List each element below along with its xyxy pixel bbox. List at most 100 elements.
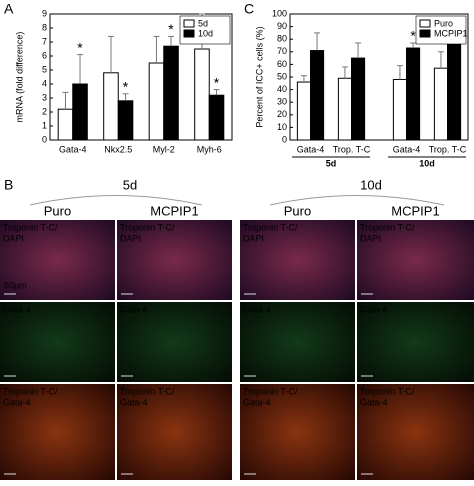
bar — [163, 45, 179, 141]
condition-label: Puro — [284, 203, 311, 218]
y-tick-label: 7 — [42, 36, 47, 46]
y-tick-label: 1 — [42, 120, 47, 130]
bar — [148, 62, 165, 141]
significance-marker: * — [123, 79, 129, 95]
bar — [392, 79, 408, 141]
micrograph — [240, 220, 355, 300]
stain-label: Gata-4 — [3, 397, 31, 407]
significance-marker: * — [168, 21, 174, 37]
micrograph — [240, 384, 355, 480]
stain-label: Gata-4 — [360, 304, 388, 314]
bar — [351, 57, 366, 141]
stain-label: Troponin T-C/ — [3, 222, 58, 232]
y-tick-label: 0 — [42, 134, 47, 144]
stain-label: Troponin T-C/ — [120, 386, 175, 396]
y-tick-label: 10 — [277, 122, 287, 132]
x-tick-label: Gata-4 — [59, 144, 87, 154]
bar — [57, 108, 74, 141]
panel-label: A — [4, 1, 14, 17]
stain-label: Gata-4 — [3, 304, 31, 314]
bar — [433, 67, 449, 141]
bar — [208, 94, 225, 141]
legend-swatch — [183, 19, 195, 28]
y-tick-label: 5 — [42, 64, 47, 74]
legend-label: MCPIP1 — [434, 28, 468, 38]
bar — [103, 72, 119, 141]
x-tick-label: Myh-6 — [197, 144, 222, 154]
bracket-arc — [269, 195, 445, 206]
micrograph — [0, 384, 115, 480]
y-axis-label: mRNA (fold difference) — [14, 32, 24, 123]
bar — [72, 83, 88, 141]
stain-label: DAPI — [243, 233, 264, 243]
micrograph — [0, 302, 115, 382]
y-tick-label: 40 — [277, 84, 287, 94]
y-tick-label: 8 — [42, 22, 47, 32]
x-tick-label: Trop. T-C — [333, 144, 371, 154]
y-tick-label: 2 — [42, 106, 47, 116]
micrograph — [357, 384, 474, 480]
panel-label: B — [4, 177, 13, 193]
x-tick-label: Myl-2 — [153, 144, 175, 154]
legend-label: Puro — [434, 18, 453, 28]
timepoint-label: 10d — [360, 177, 382, 192]
micrograph — [117, 220, 232, 300]
x-tick-label: Gata-4 — [297, 144, 325, 154]
bar — [447, 38, 462, 141]
legend-swatch — [183, 29, 195, 38]
bar — [406, 47, 421, 141]
stain-label: Gata-4 — [120, 397, 148, 407]
condition-label: Puro — [44, 203, 71, 218]
y-axis-label: Percent of ICC+ cells (%) — [254, 26, 264, 127]
stain-label: Troponin T-C/ — [243, 386, 298, 396]
plot-frame — [49, 13, 233, 141]
stain-label: DAPI — [120, 233, 141, 243]
stain-label: Gata-4 — [120, 304, 148, 314]
group-label: 10d — [419, 158, 435, 168]
group-label: 5d — [326, 158, 337, 168]
significance-marker: * — [410, 28, 416, 44]
y-tick-label: 100 — [272, 8, 287, 18]
y-tick-label: 80 — [277, 34, 287, 44]
micrograph — [240, 302, 355, 382]
y-tick-label: 6 — [42, 50, 47, 60]
bar — [337, 77, 353, 141]
stain-label: Troponin T-C/ — [243, 222, 298, 232]
bracket-arc — [29, 195, 203, 206]
bar — [194, 48, 210, 141]
x-tick-label: Trop. T-C — [429, 144, 467, 154]
y-tick-label: 9 — [42, 8, 47, 18]
condition-label: MCPIP1 — [391, 203, 439, 218]
y-tick-label: 4 — [42, 78, 47, 88]
stain-label: Gata-4 — [243, 304, 271, 314]
stain-label: Troponin T-C/ — [360, 222, 415, 232]
y-tick-label: 0 — [282, 134, 287, 144]
panel-label: C — [244, 1, 254, 17]
micrograph — [0, 220, 115, 300]
stain-label: Gata-4 — [243, 397, 271, 407]
stain-label: DAPI — [3, 233, 24, 243]
y-tick-label: 60 — [277, 59, 287, 69]
legend-swatch — [419, 29, 431, 38]
legend-swatch — [419, 19, 431, 28]
micrograph — [357, 220, 474, 300]
x-tick-label: Gata-4 — [393, 144, 421, 154]
stain-label: Troponin T-C/ — [360, 386, 415, 396]
micrograph — [357, 302, 474, 382]
y-tick-label: 30 — [277, 97, 287, 107]
legend-label: 5d — [198, 18, 208, 28]
timepoint-label: 5d — [123, 177, 137, 192]
stain-label: Gata-4 — [360, 397, 388, 407]
scale-label: 50μm — [4, 280, 27, 290]
micrograph — [117, 302, 232, 382]
y-tick-label: 50 — [277, 71, 287, 81]
y-tick-label: 20 — [277, 109, 287, 119]
stain-label: DAPI — [360, 233, 381, 243]
x-tick-label: Nkx2.5 — [104, 144, 132, 154]
bar — [296, 81, 312, 141]
stain-label: Troponin T-C/ — [3, 386, 58, 396]
stain-label: Troponin T-C/ — [120, 222, 175, 232]
bar — [117, 100, 134, 141]
legend-label: 10d — [198, 28, 213, 38]
